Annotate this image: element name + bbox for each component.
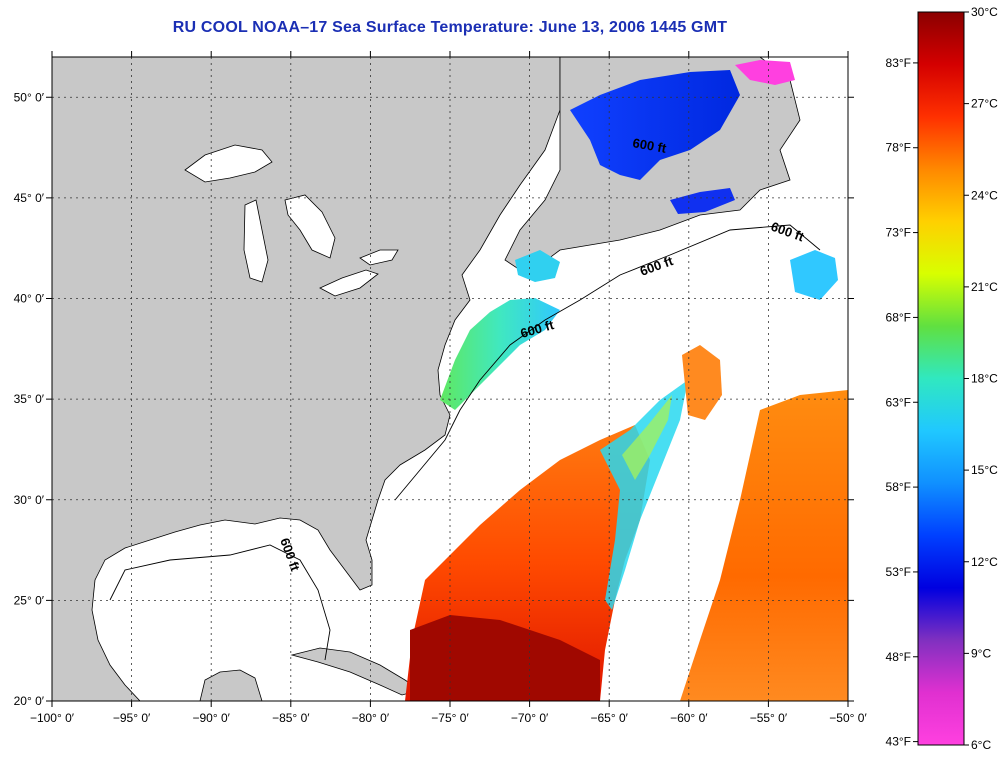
colorbar-celsius-label: 9°C (971, 646, 991, 660)
great-lakes (184, 144, 399, 297)
lake-ontario (359, 249, 399, 266)
y-tick-label: 40° 0′ (14, 292, 45, 306)
x-tick-label: −50° 0′ (829, 711, 867, 725)
sst-north-cold (570, 70, 740, 180)
colorbar-fahrenheit-label: 53°F (886, 565, 911, 579)
colorbar-celsius-label: 27°C (971, 97, 998, 111)
600ft-isobath (109, 224, 821, 661)
land-yucatan (199, 669, 263, 701)
graticule (52, 57, 848, 701)
y-tick-label: 25° 0′ (14, 593, 45, 607)
x-tick-label: −70° 0′ (511, 711, 549, 725)
colorbar-celsius-label: 6°C (971, 738, 991, 752)
sst-filament-cyan (600, 380, 688, 610)
sst-labrador-magenta (735, 60, 795, 85)
colorbar-fahrenheit-label: 63°F (886, 395, 911, 409)
colorbar-celsius-label: 21°C (971, 280, 998, 294)
x-tick-label: −85° 0′ (272, 711, 310, 725)
x-tick-label: −95° 0′ (113, 711, 151, 725)
y-tick-label: 30° 0′ (14, 493, 45, 507)
y-tick-label: 45° 0′ (14, 191, 45, 205)
colorbar-fahrenheit-label: 68°F (886, 310, 911, 324)
colorbar: 30°C 27°C 24°C 21°C 18°C 15°C 12°C 9°C 6°C 83°F 7… (886, 5, 999, 752)
x-ticks: −100° 0′ −95° 0′ −90° 0′ −85° 0′ −80° 0′ −75°… (30, 51, 867, 725)
colorbar-celsius-label: 30°C (971, 5, 998, 19)
x-tick-label: −75° 0′ (431, 711, 469, 725)
colorbar-fahrenheit-label: 58°F (886, 480, 911, 494)
lake-erie (319, 269, 379, 297)
colorbar-celsius-label: 18°C (971, 372, 998, 386)
y-tick-label: 20° 0′ (14, 694, 45, 708)
lake-superior (184, 144, 273, 183)
isobath-gulf-of-mexico (109, 544, 331, 661)
colorbar-fahrenheit-labels: 83°F 78°F 73°F 68°F 63°F 58°F 53°F 48°F 43°F (886, 56, 918, 749)
sst-gulf-of-maine-shelf (440, 298, 560, 410)
x-tick-label: −90° 0′ (192, 711, 230, 725)
sst-east-swath (680, 390, 848, 701)
isobath-label-gulf-st-lawrence: 600 ft (631, 135, 668, 156)
sst-data (405, 60, 848, 701)
y-ticks: 20° 0′ 25° 0′ 30° 0′ 35° 0′ 40° 0′ 45° 0′ 50° … (14, 90, 854, 708)
colorbar-fahrenheit-label: 73°F (886, 226, 911, 240)
colorbar-fahrenheit-label: 48°F (886, 650, 911, 664)
colorbar-celsius-label: 15°C (971, 463, 998, 477)
map-title: RU COOL NOAA–17 Sea Surface Temperature:… (172, 19, 728, 36)
colorbar-fahrenheit-label: 43°F (886, 735, 911, 749)
colorbar-fahrenheit-label: 78°F (886, 141, 911, 155)
sst-filament-green (622, 395, 672, 480)
sst-new-england-patch (515, 250, 560, 282)
sst-caribbean-darkred (410, 615, 600, 701)
sst-central-orange (682, 345, 722, 420)
map-content: 600 ft 600 ft 600 ft 600 ft 600 ft (52, 57, 848, 701)
x-tick-label: −60° 0′ (670, 711, 708, 725)
y-tick-label: 50° 0′ (14, 90, 45, 104)
lake-michigan (243, 199, 269, 283)
colorbar-bar (917, 11, 965, 746)
colorbar-celsius-labels: 30°C 27°C 24°C 21°C 18°C 15°C 12°C 9°C 6°C (964, 5, 998, 752)
x-tick-label: −55° 0′ (750, 711, 788, 725)
x-tick-label: −100° 0′ (30, 711, 75, 725)
colorbar-fahrenheit-label: 83°F (886, 56, 911, 70)
sst-scotian-cyan (790, 250, 838, 300)
x-tick-label: −80° 0′ (352, 711, 390, 725)
isobath-atlantic (394, 224, 821, 501)
y-tick-label: 35° 0′ (14, 392, 45, 406)
lake-huron (284, 194, 336, 259)
colorbar-celsius-label: 24°C (971, 188, 998, 202)
land-north-america (52, 57, 561, 701)
x-tick-label: −65° 0′ (590, 711, 628, 725)
sst-cabot-blue (670, 188, 735, 214)
colorbar-celsius-label: 12°C (971, 555, 998, 569)
